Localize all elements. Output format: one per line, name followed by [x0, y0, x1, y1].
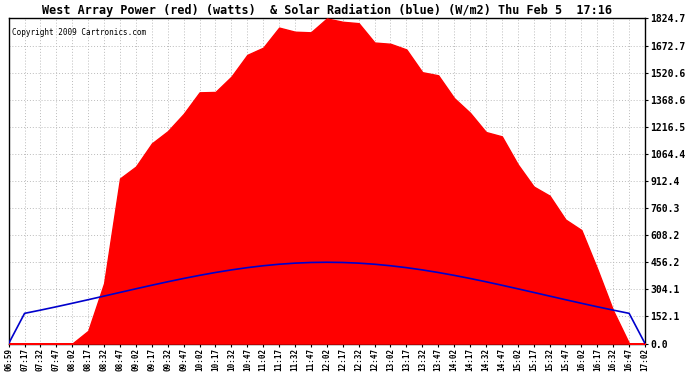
Title: West Array Power (red) (watts)  & Solar Radiation (blue) (W/m2) Thu Feb 5  17:16: West Array Power (red) (watts) & Solar R… [42, 4, 612, 17]
Text: Copyright 2009 Cartronics.com: Copyright 2009 Cartronics.com [12, 28, 146, 37]
